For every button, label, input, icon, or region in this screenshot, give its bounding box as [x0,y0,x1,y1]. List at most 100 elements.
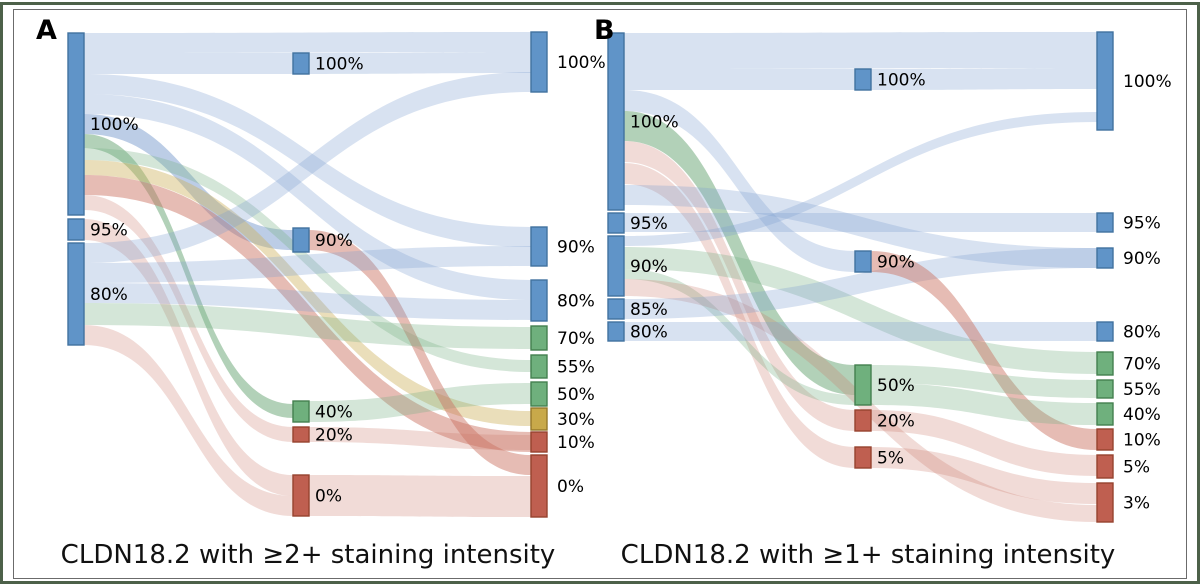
sankey-A-link-M0-R0 [309,475,531,517]
sankey-B-node-label-R80: 80% [1123,322,1161,342]
sankey-B-link-L95-R95 [624,213,1097,232]
sankey-A-link-L100-R80 [84,94,531,300]
sankey-A-link-L100-M20 [84,195,293,442]
sankey-B-node-label-R40: 40% [1123,405,1161,425]
sankey-B-node-M100 [854,68,872,91]
sankey-B-node-label-M90: 90% [877,252,915,272]
sankey-B-node-M20 [854,409,872,432]
panel-b-letter: B [594,15,615,46]
sankey-B-node-label-L95: 95% [630,214,668,234]
sankey-A-node-label-L100: 100% [90,115,139,135]
sankey-B-node-label-L90: 90% [630,257,668,277]
sankey-A-link-L80-R90 [84,246,531,283]
sankey-B-link-M5-R3 [871,447,1097,504]
sankey-A-node-R55 [530,354,548,379]
sankey-A-node-label-M0: 0% [315,486,342,506]
sankey-B-node-label-L80: 80% [630,322,668,342]
sankey-B-node-label-R90: 90% [1123,249,1161,269]
sankey-B-link-L80-R80 [624,322,1097,341]
sankey-B-node-label-R55: 55% [1123,380,1161,400]
sankey-B-node-label-R5: 5% [1123,457,1150,477]
panel-b-caption: CLDN18.2 with ≥1+ staining intensity [620,540,1116,570]
sankey-A-node-label-M90: 90% [315,231,353,251]
sankey-A-link-L100-R55 [84,148,531,372]
sankey-A-link-L100-R30 [84,160,531,426]
sankey-B-node-M50 [854,364,872,406]
sankey-A-node-label-M40: 40% [315,402,353,422]
sankey-A-link-L100-M40 [84,134,293,418]
sankey-B-node-label-M5: 5% [877,448,904,468]
sankey-B-node-R40 [1096,402,1114,426]
sankey-A-node-R70 [530,325,548,351]
panel-a-caption: CLDN18.2 with ≥2+ staining intensity [60,540,556,570]
sankey-B-node-label-M50: 50% [877,376,915,396]
sankey-A-link-L100-R10 [84,175,531,452]
sankey-B-node-label-R100: 100% [1123,72,1172,92]
sankey-B-link-L100-M50 [624,111,855,395]
sankey-A-node-label-M20: 20% [315,425,353,445]
sankey-A-link-L100-M100 [84,53,293,74]
sankey-B-link-M90-R10 [871,251,1097,450]
sankey-B-node-label-M20: 20% [877,411,915,431]
sankey-A-node-label-L95: 95% [90,220,128,240]
sankey-A-node-label-R90: 90% [557,237,595,257]
sankey-A-node-label-M100: 100% [315,54,364,74]
sankey-A-node-label-R30: 30% [557,410,595,430]
sankey-A-node-L80 [67,242,85,346]
sankey-A-node-label-R0: 0% [557,477,584,497]
sankey-B-link-L100-M100 [624,69,855,90]
sankey-B-node-L95 [607,212,625,234]
sankey-B-node-M5 [854,446,872,469]
sankey-B-node-label-R70: 70% [1123,354,1161,374]
sankey-A-node-R30 [530,407,548,431]
sankey-A-node-label-L80: 80% [90,285,128,305]
sankey-A-node-label-R10: 10% [557,433,595,453]
sankey-B-link-L85-R90 [624,248,1097,319]
sankey-A-node-R50 [530,381,548,407]
sankey-B-node-R100 [1096,31,1114,131]
sankey-B-link-M50-R40 [871,383,1097,425]
sankey-A-link-L80-M0 [84,325,293,516]
sankey-A-node-L95 [67,218,85,241]
sankey-B-link-L100-M20 [624,141,855,431]
sankey-B-node-R10 [1096,428,1114,451]
sankey-B-link-L90-R70 [624,247,1097,374]
sankey-B-node-label-R95: 95% [1123,213,1161,233]
sankey-B-node-R80 [1096,321,1114,342]
sankey-B-link-M100-R100 [871,68,1097,90]
sankey-B-node-R90 [1096,247,1114,269]
sankey-A-node-R80 [530,279,548,322]
sankey-A-link-L100-M90 [84,114,293,250]
sankey-B-node-label-M100: 100% [877,70,926,90]
sankey-B-node-R95 [1096,212,1114,233]
sankey-A-node-M90 [292,227,310,253]
sankey-A-link-M100-R100 [309,52,531,74]
sankey-B-link-L100-M90 [624,90,855,272]
sankey-A-node-R90 [530,226,548,267]
sankey-A-node-R100 [530,31,548,93]
sankey-A-node-M0 [292,474,310,517]
sankey-B-node-L90 [607,235,625,297]
sankey-B-link-M20-R5 [871,410,1097,476]
sankey-A-link-L80-R100 [84,72,531,263]
sankey-A-link-M20-R10 [309,427,531,450]
sankey-A-link-L100-R100 [84,32,531,53]
sankey-B-node-R5 [1096,454,1114,479]
sankey-A-link-M40-R50 [309,383,531,422]
sankey-B-link-L90-R100 [624,112,1097,246]
panel-a-letter: A [36,15,57,46]
sankey-A-link-M90-R0 [309,230,531,475]
sankey-B-node-L100 [607,32,625,211]
sankey-A-node-R10 [530,431,548,453]
sankey-A-node-M40 [292,400,310,423]
sankey-A-link-L80-R70 [84,303,531,349]
sankey-A-node-label-R55: 55% [557,357,595,377]
sankey-A-node-label-R80: 80% [557,291,595,311]
sankey-B-node-R55 [1096,379,1114,399]
sankey-A-node-label-R100: 100% [557,53,606,73]
figure-inner-border [13,9,1187,579]
sankey-A-node-label-R50: 50% [557,385,595,405]
